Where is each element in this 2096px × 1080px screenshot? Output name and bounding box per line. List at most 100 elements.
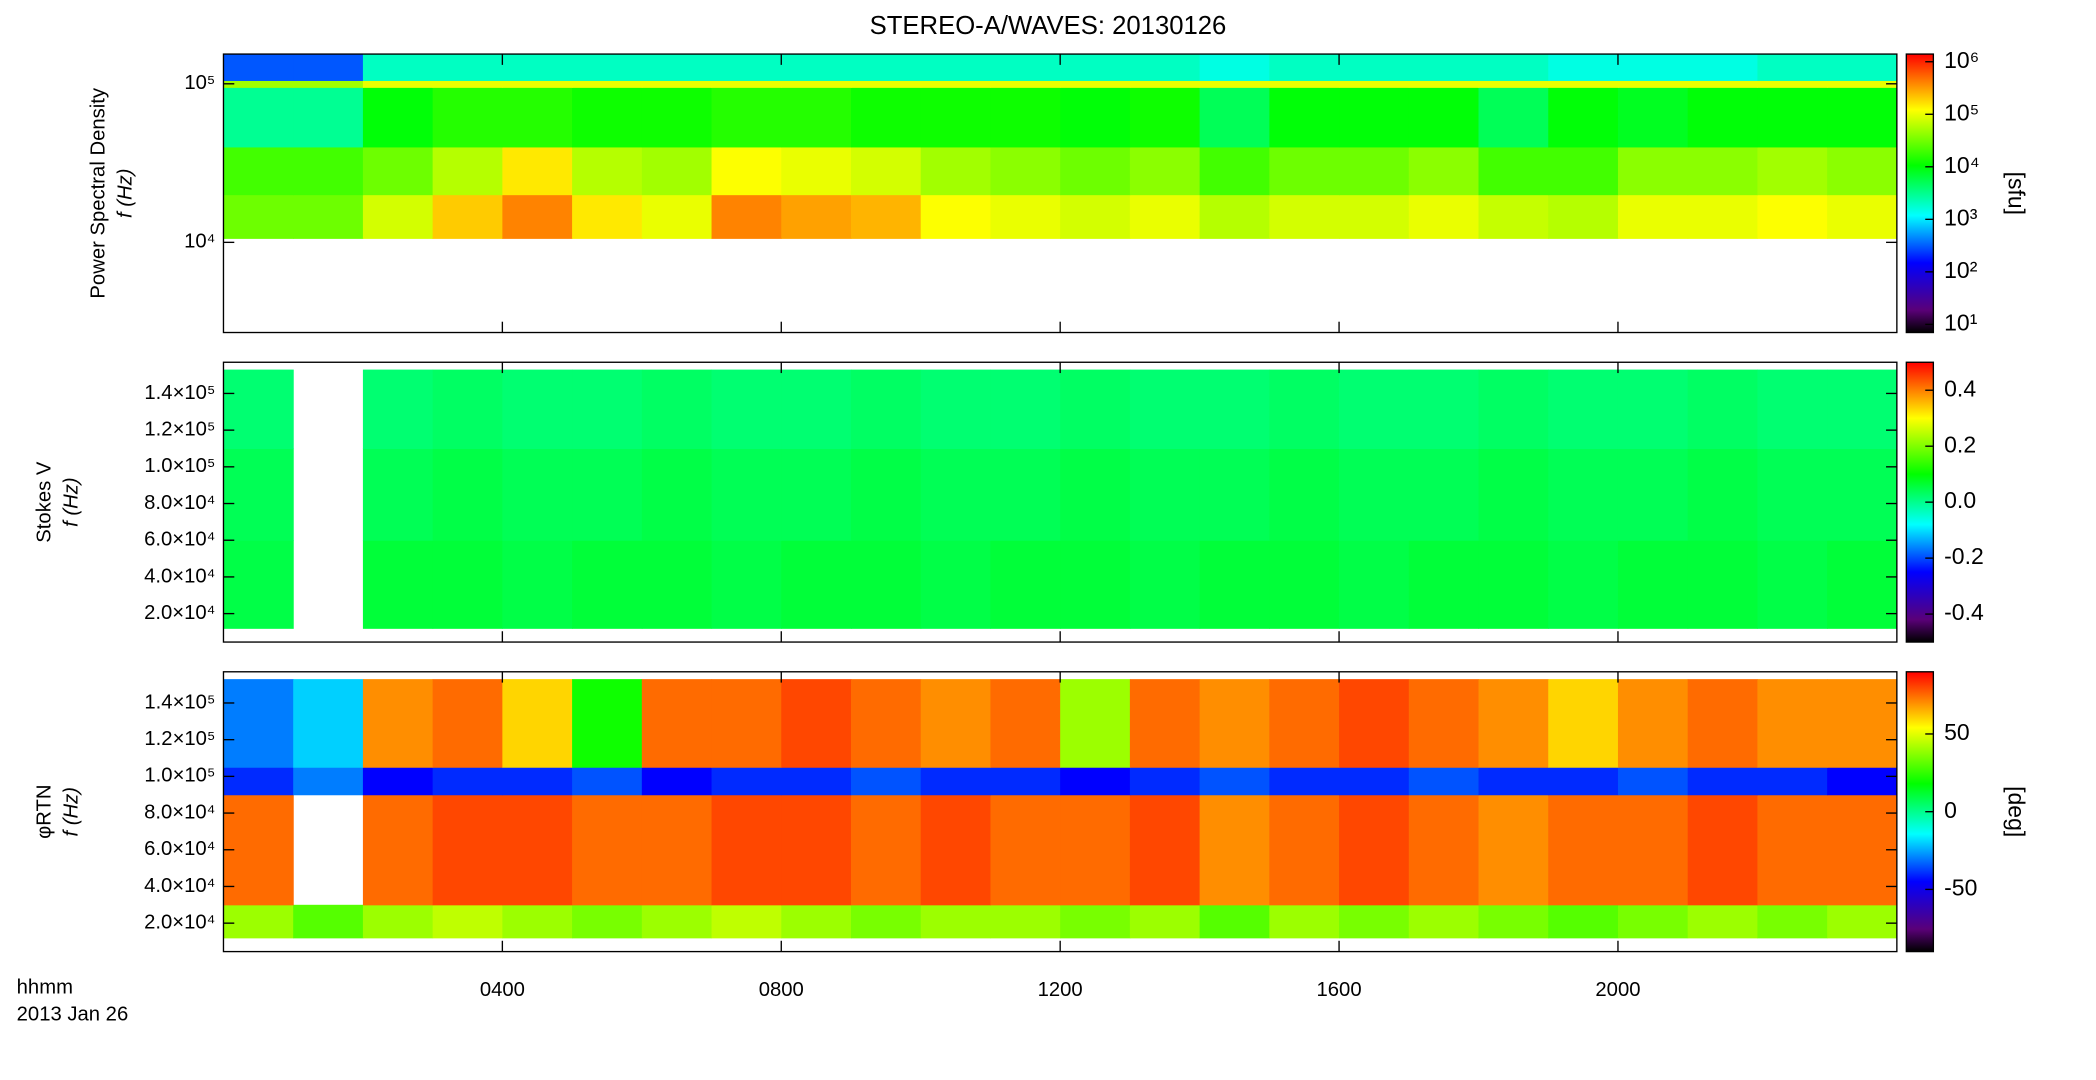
heatmap-cell [1478,369,1549,450]
heatmap-cell [1617,194,1689,239]
heatmap-cell [1478,904,1549,939]
heatmap-cell [432,54,503,81]
heatmap-cell [1408,87,1480,148]
y-axis-label: f (Hz) [60,787,82,837]
heatmap-cell [223,80,294,88]
heatmap-cell [1129,448,1201,541]
heatmap-cell [990,540,1061,629]
heatmap-cell [1129,369,1201,450]
heatmap-cell [850,904,922,939]
heatmap-cell [502,87,573,148]
heatmap [223,369,1898,629]
colorbar-tick-label: 10⁵ [1944,99,1979,125]
heatmap-cell [293,679,364,768]
heatmap-cell [1478,194,1549,239]
heatmap-cell [1199,194,1270,239]
heatmap-cell [1408,146,1480,196]
heatmap-cell [1269,448,1340,541]
heatmap-cell [1617,80,1689,88]
heatmap-cell [362,194,434,239]
heatmap-cell [293,80,364,88]
heatmap-cell [1408,540,1480,629]
heatmap-cell [1827,540,1898,629]
heatmap-cell [1129,540,1201,629]
heatmap-cell [641,194,713,239]
heatmap-cell [1687,146,1758,196]
heatmap-cell [1548,146,1619,196]
heatmap-cell [850,54,922,81]
heatmap-cell [1339,369,1410,450]
heatmap-cell [850,448,922,541]
heatmap-cell [711,369,782,450]
heatmap-cell [1339,87,1410,148]
heatmap-cell [1339,54,1410,81]
heatmap-cell [1339,767,1410,796]
heatmap-cell [920,369,991,450]
heatmap-cell [1548,54,1619,81]
heatmap-cell [1548,369,1619,450]
x-axis-label: 2013 Jan 26 [17,1003,129,1025]
heatmap-cell [572,904,643,939]
heatmap-cell [1687,540,1758,629]
heatmap-cell [711,904,782,939]
heatmap-cell [1269,679,1340,768]
heatmap-cell [641,369,713,450]
heatmap-cell [781,904,852,939]
heatmap-cell [362,794,434,906]
heatmap-cell [1478,146,1549,196]
heatmap-cell [711,146,782,196]
heatmap-cell [293,904,364,939]
colorbar-label: [deg] [2003,786,2029,837]
heatmap-cell [1617,369,1689,450]
heatmap-cell [1757,448,1828,541]
heatmap-cell [362,369,434,450]
heatmap-cell [1757,80,1828,88]
heatmap-cell [1687,794,1758,906]
y-tick-label: 6.0×10⁴ [144,838,215,860]
heatmap-cell [1199,679,1270,768]
heatmap-cell [711,194,782,239]
heatmap-cell [641,767,713,796]
x-axis-label: hhmm [17,976,73,998]
y-axis-label: φRTN [33,784,55,838]
x-tick-label: 0400 [480,979,525,1001]
heatmap-cell [1339,448,1410,541]
heatmap-cell [432,540,503,629]
heatmap-cell [1129,794,1201,906]
heatmap-cell [1060,794,1131,906]
heatmap-cell [1129,87,1201,148]
y-tick-label: 1.4×10⁵ [144,382,215,404]
colorbar-tick-label: -0.2 [1944,543,1984,569]
heatmap-cell [1199,904,1270,939]
heatmap-cell [223,679,294,768]
heatmap-cell [1548,794,1619,906]
heatmap-cell [641,679,713,768]
heatmap-cell [711,794,782,906]
heatmap-cell [641,904,713,939]
heatmap-cell [1548,767,1619,796]
heatmap-cell [1269,80,1340,88]
heatmap-cell [1827,80,1898,88]
heatmap-cell [920,87,991,148]
heatmap-cell [362,448,434,541]
heatmap-cell [293,54,364,81]
heatmap-cell [990,194,1061,239]
heatmap-cell [711,87,782,148]
heatmap-cell [362,679,434,768]
heatmap-cell [711,767,782,796]
colorbar-tick-label: 10¹ [1944,309,1978,335]
heatmap-cell [1757,146,1828,196]
heatmap-cell [1687,679,1758,768]
heatmap-cell [1199,767,1270,796]
heatmap-cell [1827,369,1898,450]
heatmap-cell [850,767,922,796]
heatmap-cell [502,448,573,541]
heatmap-cell [641,146,713,196]
heatmap-cell [1827,54,1898,81]
heatmap-cell [990,794,1061,906]
heatmap-cell [1129,194,1201,239]
y-axis-label: f (Hz) [115,169,137,219]
heatmap-cell [572,54,643,81]
heatmap-cell [1129,904,1201,939]
